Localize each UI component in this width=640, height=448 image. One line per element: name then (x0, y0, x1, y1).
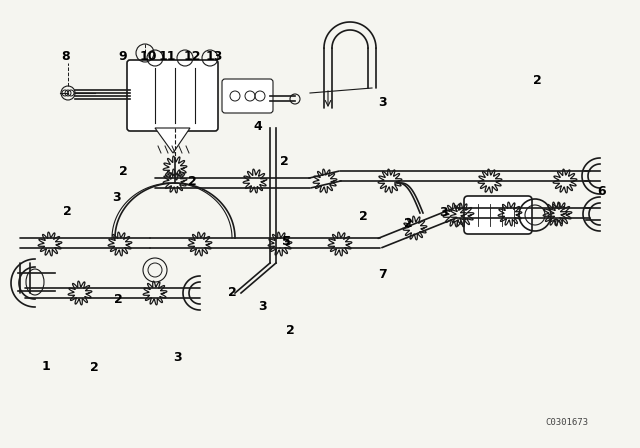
Text: 11: 11 (159, 49, 177, 63)
Text: 2: 2 (285, 324, 294, 337)
Text: 2: 2 (188, 175, 196, 188)
Text: 2: 2 (63, 205, 72, 219)
Text: 9: 9 (118, 49, 127, 63)
Text: 10: 10 (140, 49, 157, 63)
Text: 2: 2 (358, 210, 367, 223)
FancyBboxPatch shape (464, 196, 532, 234)
Text: 2: 2 (114, 293, 123, 306)
Text: 3: 3 (258, 300, 267, 314)
Text: 2: 2 (280, 155, 289, 168)
Text: 2: 2 (119, 165, 128, 178)
Text: 5: 5 (282, 234, 291, 248)
Text: 8: 8 (61, 49, 70, 63)
Text: C0301673: C0301673 (545, 418, 588, 426)
FancyBboxPatch shape (127, 60, 218, 131)
Polygon shape (155, 128, 190, 153)
Text: 2: 2 (533, 74, 542, 87)
Text: 2: 2 (90, 361, 99, 374)
Text: 2: 2 (228, 285, 237, 299)
Text: 4: 4 (253, 120, 262, 133)
FancyBboxPatch shape (222, 79, 273, 113)
Text: 13: 13 (205, 49, 223, 63)
Text: 12: 12 (183, 49, 201, 63)
Text: 3: 3 (112, 190, 121, 204)
Text: 3: 3 (439, 206, 448, 220)
Text: 3: 3 (378, 95, 387, 109)
Text: 7: 7 (378, 268, 387, 281)
Text: 6: 6 (597, 185, 606, 198)
Text: 1: 1 (42, 359, 51, 373)
Text: 2: 2 (404, 216, 413, 230)
Text: 3: 3 (173, 351, 182, 364)
